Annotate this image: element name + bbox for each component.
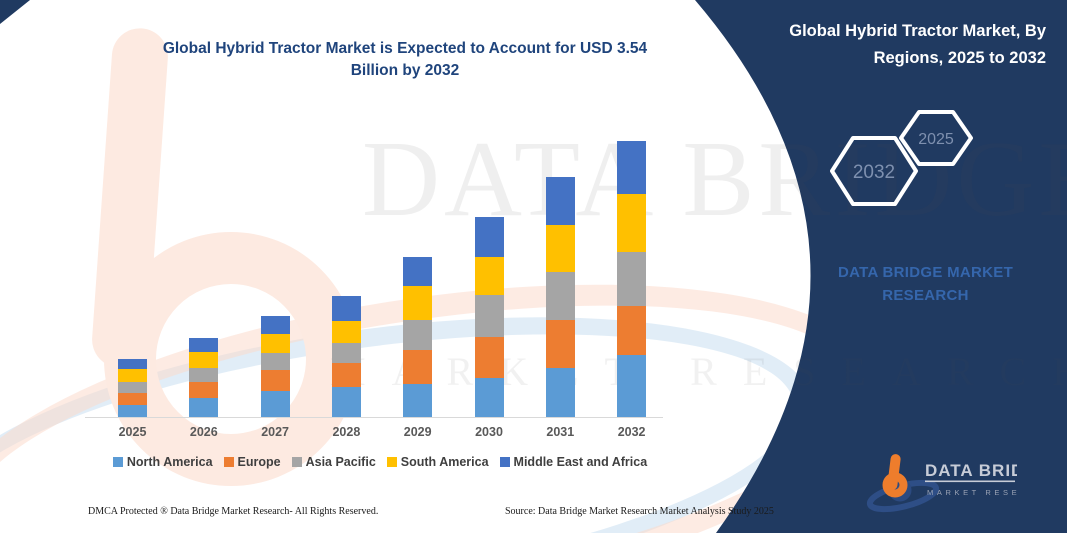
bar-segment-2029-middle-east-and-africa — [403, 257, 433, 287]
legend-item-north-america: North America — [112, 455, 213, 469]
x-axis-label-2030: 2030 — [475, 425, 503, 439]
bar-segment-2026-middle-east-and-africa — [189, 337, 219, 353]
x-axis-label-2025: 2025 — [118, 425, 147, 439]
panel-brand-line2: RESEARCH — [882, 287, 969, 304]
bar-2025 — [118, 359, 147, 417]
panel-title-line2: Regions, 2025 to 2032 — [873, 49, 1046, 67]
x-axis-label-2028: 2028 — [332, 425, 361, 439]
panel-title: Global Hybrid Tractor Market, By Regions… — [736, 18, 1046, 72]
panel-brand-line1: DATA BRIDGE MARKET — [837, 264, 1014, 281]
bar-segment-2031-europe — [545, 319, 575, 368]
legend-label: Middle East and Africa — [513, 455, 648, 469]
bar-segment-2031-north-america — [545, 367, 575, 417]
bar-segment-2028-europe — [331, 363, 361, 387]
bar-segment-2025-asia-pacific — [118, 381, 147, 393]
bar-segment-2029-south-america — [403, 286, 433, 320]
bar-segment-2028-north-america — [331, 386, 361, 417]
bar-segment-2029-europe — [403, 350, 433, 384]
x-axis-label-2026: 2026 — [189, 425, 218, 439]
corner-accent-triangle — [0, 0, 30, 24]
legend-item-europe: Europe — [223, 455, 281, 469]
bar-segment-2032-europe — [617, 305, 647, 355]
bar-segment-2027-north-america — [260, 390, 290, 417]
bar-segment-2027-asia-pacific — [260, 353, 290, 371]
bar-segment-2031-south-america — [545, 225, 575, 272]
bar-segment-2027-south-america — [260, 334, 290, 354]
chart-title-line2: Billion by 2032 — [350, 62, 460, 79]
bar-segment-2028-asia-pacific — [331, 342, 361, 364]
panel-title-line1: Global Hybrid Tractor Market, By — [789, 22, 1046, 40]
bar-segment-2026-europe — [189, 381, 219, 399]
hexagon-2032 — [830, 136, 918, 206]
bar-segment-2029-asia-pacific — [403, 319, 433, 350]
bar-segment-2029-north-america — [403, 383, 433, 417]
bar-segment-2025-south-america — [118, 369, 147, 382]
hexagon-2032-label: 2032 — [853, 162, 895, 183]
chart-legend: North America Europe Asia Pacific South Ame… — [85, 455, 675, 469]
bar-segment-2025-north-america — [118, 405, 147, 417]
hexagon-2025 — [899, 110, 973, 166]
bar-segment-2032-asia-pacific — [617, 251, 647, 306]
bar-segment-2027-middle-east-and-africa — [260, 316, 290, 335]
logo-underline — [925, 480, 1015, 483]
footer-source-text: Source: Data Bridge Market Research Mark… — [505, 506, 774, 517]
bar-segment-2025-europe — [118, 392, 147, 406]
bar-segment-2026-north-america — [189, 398, 219, 417]
legend-label: South America — [400, 455, 489, 469]
hexagon-2025-label: 2025 — [918, 131, 954, 148]
chart-title: Global Hybrid Tractor Market is Expected… — [110, 38, 700, 82]
bar-segment-2032-middle-east-and-africa — [617, 141, 647, 195]
bar-2031 — [545, 176, 575, 417]
bar-segment-2025-middle-east-and-africa — [118, 359, 147, 370]
legend-item-asia-pacific: Asia Pacific — [291, 455, 376, 469]
bar-segment-2030-middle-east-and-africa — [474, 217, 504, 258]
bar-segment-2026-asia-pacific — [189, 367, 219, 382]
bar-segment-2028-middle-east-and-africa — [331, 296, 361, 322]
legend-swatch-icon — [386, 457, 397, 467]
bar-2026 — [189, 337, 219, 417]
bar-segment-2031-asia-pacific — [545, 271, 575, 320]
bar-2029 — [403, 257, 433, 417]
legend-item-south-america: South America — [386, 455, 489, 469]
bar-2027 — [260, 316, 290, 417]
x-axis-label-2031: 2031 — [546, 425, 575, 439]
logo-b-bowl-icon — [882, 472, 908, 498]
bar-segment-2030-north-america — [474, 378, 504, 417]
bar-segment-2032-north-america — [617, 354, 647, 417]
legend-swatch-icon — [499, 457, 510, 467]
logo-subtitle-text: MARKET RESEARCH — [927, 488, 1017, 497]
bar-2030 — [474, 217, 504, 417]
legend-swatch-icon — [223, 457, 234, 467]
legend-item-middle-east-and-africa: Middle East and Africa — [499, 455, 648, 469]
bar-segment-2030-south-america — [474, 257, 504, 295]
legend-label: Asia Pacific — [305, 455, 376, 469]
navy-panel — [695, 0, 1067, 533]
bar-segment-2030-asia-pacific — [474, 294, 504, 338]
bar-2032 — [617, 141, 647, 417]
databridge-logo: DATA BRIDGE MARKET RESEARCH — [866, 454, 1017, 513]
bar-segment-2026-south-america — [189, 352, 219, 368]
bar-segment-2031-middle-east-and-africa — [545, 176, 575, 226]
panel-brand-text: DATA BRIDGE MARKET RESEARCH — [828, 261, 1023, 307]
legend-swatch-icon — [291, 457, 302, 467]
bar-segment-2027-europe — [260, 370, 290, 391]
bar-2028 — [331, 296, 361, 417]
legend-swatch-icon — [112, 457, 123, 467]
bar-segment-2032-south-america — [617, 194, 647, 252]
legend-label: Europe — [237, 455, 281, 469]
bar-segment-2028-south-america — [331, 321, 361, 343]
footer-dmca-text: DMCA Protected ® Data Bridge Market Rese… — [88, 506, 379, 517]
logo-name-text: DATA BRIDGE — [925, 461, 1017, 480]
x-axis-label-2027: 2027 — [261, 425, 289, 439]
x-axis-label-2032: 2032 — [617, 425, 646, 439]
legend-label: North America — [126, 455, 213, 469]
x-axis-label-2029: 2029 — [403, 425, 432, 439]
bar-segment-2030-europe — [474, 337, 504, 378]
x-axis-line — [85, 417, 663, 418]
chart-title-line1: Global Hybrid Tractor Market is Expected… — [162, 40, 648, 57]
